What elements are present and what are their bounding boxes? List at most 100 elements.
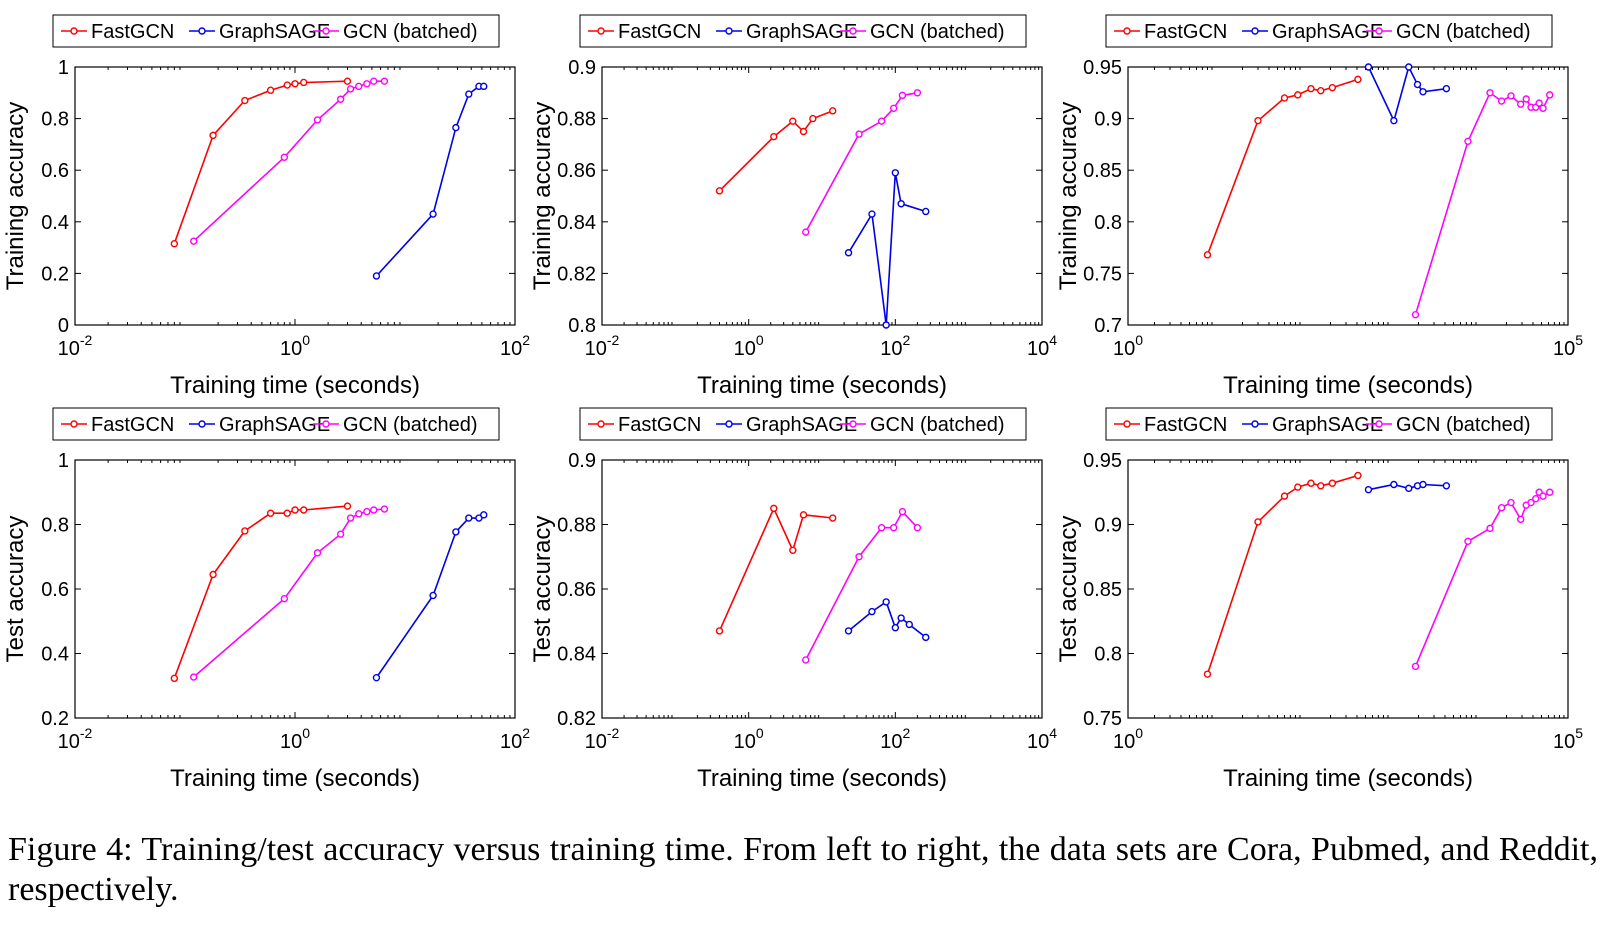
legend-label: GCN (batched) — [870, 414, 1005, 436]
x-tick-exponent: 0 — [1135, 725, 1143, 741]
data-point — [372, 673, 381, 682]
y-tick-label: 0.4 — [41, 212, 69, 234]
x-tick-exponent: 5 — [1575, 332, 1583, 348]
legend-marker — [1375, 420, 1383, 428]
series-line-fastgcn — [1206, 474, 1359, 675]
data-point — [1497, 97, 1506, 105]
legend-box — [579, 407, 1027, 441]
data-point — [715, 627, 724, 635]
series-line-fastgcn — [173, 80, 348, 244]
y-tick-label: 0.95 — [1083, 57, 1122, 79]
data-point — [1539, 492, 1547, 500]
x-tick-exponent: 2 — [903, 725, 911, 741]
legend-label: GraphSAGE — [1272, 21, 1383, 43]
y-tick-label: 0.4 — [41, 644, 69, 666]
x-axis-label: Training time (seconds) — [170, 765, 420, 792]
data-point — [1532, 495, 1540, 503]
data-point — [1497, 504, 1506, 512]
data-point — [1507, 498, 1515, 507]
y-axis-label: Training accuracy — [529, 102, 556, 291]
series-line-gcn-batched- — [193, 80, 385, 242]
y-axis-label: Training accuracy — [1055, 102, 1082, 291]
data-point — [1203, 670, 1212, 678]
x-tick-exponent: -2 — [80, 332, 93, 348]
data-point — [913, 524, 922, 532]
data-point — [452, 528, 460, 536]
legend-label: FastGCN — [618, 21, 701, 43]
y-tick-label: 0.8 — [1094, 644, 1122, 666]
x-tick-label: 104 — [1027, 332, 1057, 360]
y-axis-label: Test accuracy — [529, 516, 556, 663]
x-tick-label: 102 — [880, 332, 910, 360]
legend-label: FastGCN — [1144, 414, 1227, 436]
data-point — [1442, 84, 1451, 93]
legend-marker — [597, 420, 605, 428]
data-point — [844, 627, 853, 635]
axes-box — [1127, 459, 1569, 719]
x-tick-label: 10-2 — [585, 332, 620, 360]
data-point — [1405, 63, 1413, 71]
axes-box — [1127, 66, 1569, 326]
data-point — [280, 153, 289, 162]
data-point — [1254, 518, 1262, 526]
x-tick-exponent: 0 — [302, 725, 310, 741]
data-point — [1203, 251, 1212, 259]
data-point — [465, 90, 473, 98]
data-point — [1254, 116, 1262, 125]
series-line-fastgcn — [173, 505, 348, 679]
data-point — [844, 249, 853, 257]
data-point — [891, 624, 900, 632]
x-tick-exponent: 2 — [522, 725, 530, 741]
legend-box — [52, 14, 500, 48]
y-axis-label: Training accuracy — [2, 102, 29, 291]
y-tick-label: 0.88 — [557, 515, 596, 537]
data-point — [922, 633, 930, 642]
legend-label: GraphSAGE — [746, 21, 857, 43]
y-tick-label: 0.88 — [557, 109, 596, 131]
series-line-graphsage — [847, 172, 927, 326]
x-tick-base: 10 — [1027, 731, 1049, 753]
y-tick-label: 0.2 — [41, 708, 69, 730]
data-point — [891, 169, 900, 177]
data-point — [370, 506, 378, 514]
data-point — [1516, 515, 1525, 524]
data-point — [209, 131, 217, 140]
legend-label: FastGCN — [1144, 21, 1227, 43]
axes-box — [74, 66, 516, 326]
data-point — [1522, 95, 1530, 103]
x-tick-exponent: 0 — [302, 332, 310, 348]
figure-caption: Figure 4: Training/test accuracy versus … — [8, 831, 1598, 908]
legend-label: GraphSAGE — [219, 414, 330, 436]
x-tick-base: 10 — [1113, 731, 1135, 753]
legend-marker — [70, 27, 78, 35]
y-tick-label: 0.86 — [557, 579, 596, 601]
x-tick-base: 10 — [500, 338, 522, 360]
legend: FastGCN GraphSAGE GCN (batched) — [52, 407, 500, 441]
x-tick-label: 10-2 — [585, 725, 620, 753]
data-point — [1280, 492, 1289, 500]
chart-1: 10-2 100 102 1040.80.820.840.860.880.9Train… — [529, 14, 1057, 399]
legend-label: GraphSAGE — [746, 414, 857, 436]
y-tick-label: 0.9 — [568, 57, 596, 79]
data-point — [715, 187, 724, 195]
data-point — [868, 607, 876, 616]
data-point — [363, 80, 371, 88]
legend-marker — [322, 27, 330, 35]
x-tick-label: 100 — [734, 332, 764, 360]
legend-marker — [198, 420, 206, 428]
x-tick-label: 100 — [1113, 725, 1143, 753]
legend: FastGCN GraphSAGE GCN (batched) — [579, 14, 1027, 48]
x-tick-base: 10 — [880, 338, 902, 360]
data-point — [1307, 84, 1315, 93]
data-point — [770, 504, 778, 513]
legend-label: GraphSAGE — [219, 21, 330, 43]
series-line-gcn-batched- — [1414, 490, 1551, 667]
legend-marker — [849, 27, 857, 35]
y-tick-label: 0.84 — [557, 644, 596, 666]
x-tick-label: 10-2 — [58, 725, 93, 753]
data-point — [1464, 137, 1472, 146]
legend-label: FastGCN — [91, 414, 174, 436]
